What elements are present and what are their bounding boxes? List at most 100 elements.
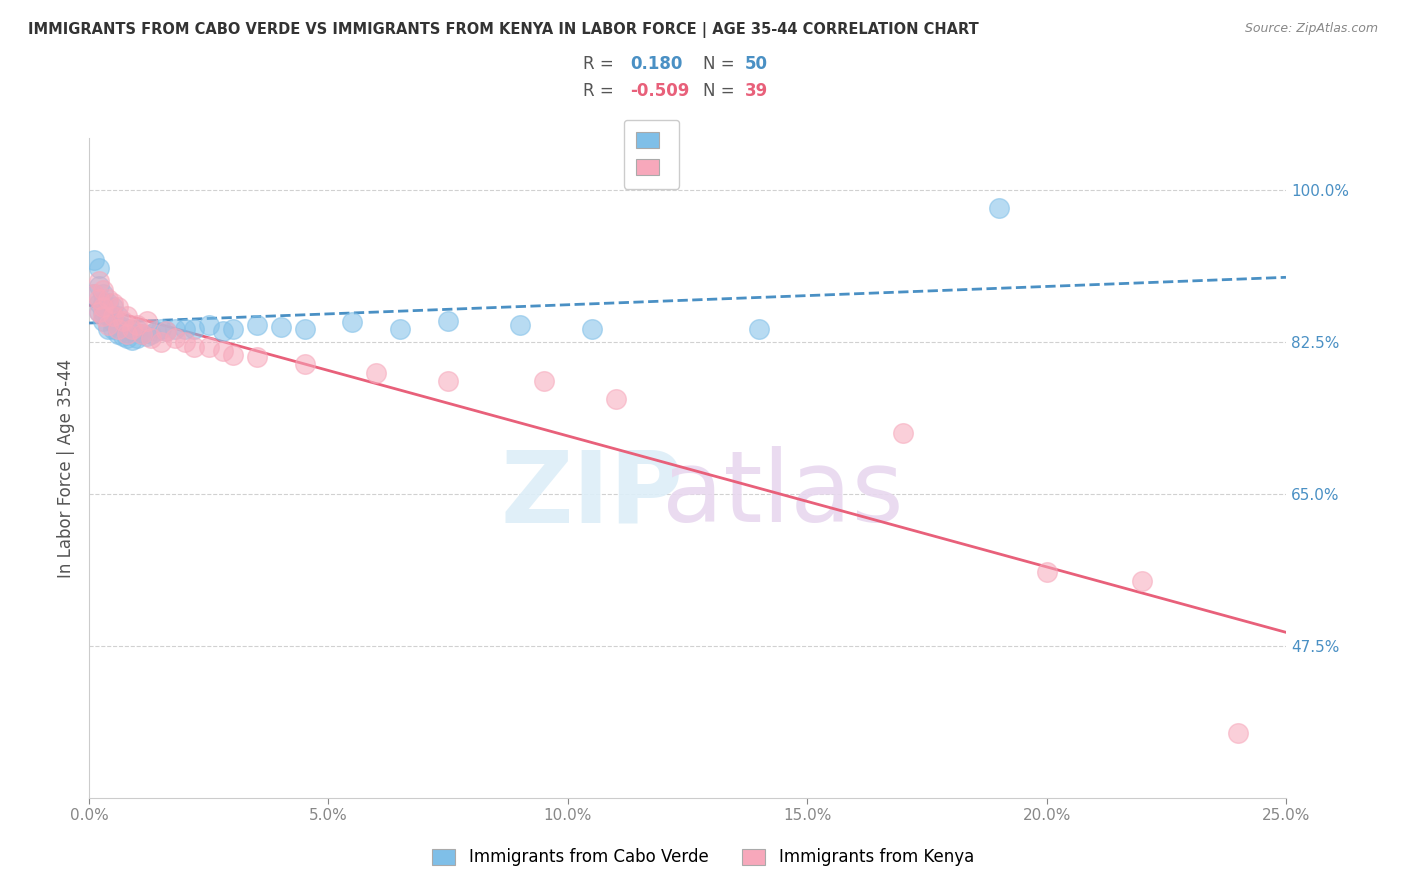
Text: 50: 50 bbox=[745, 55, 768, 73]
Point bbox=[101, 309, 124, 323]
Point bbox=[87, 305, 110, 319]
Point bbox=[93, 313, 115, 327]
Point bbox=[87, 275, 110, 289]
Text: ZIP: ZIP bbox=[501, 446, 683, 543]
Point bbox=[173, 335, 195, 350]
Point bbox=[270, 320, 292, 334]
Point bbox=[246, 350, 269, 364]
Point bbox=[87, 305, 110, 319]
Point bbox=[125, 331, 148, 345]
Point bbox=[183, 340, 205, 354]
Point bbox=[117, 326, 139, 341]
Point bbox=[1227, 726, 1250, 740]
Point bbox=[131, 326, 153, 341]
Point bbox=[93, 296, 115, 310]
Point bbox=[342, 315, 364, 329]
Point bbox=[83, 252, 105, 267]
Point bbox=[437, 313, 460, 327]
Text: R =: R = bbox=[583, 82, 614, 100]
Text: R =: R = bbox=[583, 55, 614, 73]
Text: N =: N = bbox=[703, 82, 734, 100]
Point bbox=[111, 320, 134, 334]
Point bbox=[97, 322, 120, 336]
Point bbox=[93, 309, 115, 323]
Point bbox=[141, 331, 163, 345]
Point bbox=[222, 348, 245, 362]
Point bbox=[212, 324, 235, 338]
Point bbox=[87, 292, 110, 306]
Point bbox=[581, 322, 603, 336]
Point bbox=[197, 340, 219, 354]
Point bbox=[141, 326, 163, 341]
Point bbox=[748, 322, 770, 336]
Text: 39: 39 bbox=[745, 82, 769, 100]
Point bbox=[117, 331, 139, 345]
Point bbox=[165, 331, 187, 345]
Point bbox=[117, 309, 139, 323]
Legend: , : , bbox=[624, 120, 679, 188]
Point bbox=[155, 324, 177, 338]
Point bbox=[509, 318, 531, 332]
Point bbox=[97, 318, 120, 332]
Point bbox=[87, 278, 110, 293]
Point bbox=[111, 329, 134, 343]
Point bbox=[107, 326, 129, 341]
Legend: Immigrants from Cabo Verde, Immigrants from Kenya: Immigrants from Cabo Verde, Immigrants f… bbox=[423, 840, 983, 875]
Point bbox=[533, 374, 555, 388]
Point bbox=[389, 322, 412, 336]
Point bbox=[1130, 574, 1153, 588]
Point bbox=[107, 301, 129, 315]
Point bbox=[125, 322, 148, 336]
Point bbox=[165, 322, 187, 336]
Point bbox=[135, 329, 157, 343]
Point bbox=[1035, 566, 1057, 580]
Y-axis label: In Labor Force | Age 35-44: In Labor Force | Age 35-44 bbox=[58, 359, 75, 578]
Point bbox=[135, 313, 157, 327]
Point bbox=[83, 287, 105, 301]
Point bbox=[101, 309, 124, 323]
Point bbox=[366, 366, 388, 380]
Point bbox=[107, 318, 129, 332]
Point bbox=[605, 392, 627, 406]
Text: Source: ZipAtlas.com: Source: ZipAtlas.com bbox=[1244, 22, 1378, 36]
Text: 0.180: 0.180 bbox=[630, 55, 682, 73]
Point bbox=[212, 343, 235, 358]
Point bbox=[121, 322, 143, 336]
Point bbox=[93, 287, 115, 301]
Point bbox=[294, 357, 316, 371]
Point bbox=[83, 287, 105, 301]
Point bbox=[222, 322, 245, 336]
Point bbox=[246, 318, 269, 332]
Point bbox=[131, 326, 153, 341]
Point bbox=[121, 324, 143, 338]
Point bbox=[93, 301, 115, 315]
Point bbox=[101, 296, 124, 310]
Point bbox=[121, 333, 143, 347]
Point bbox=[149, 335, 172, 350]
Point bbox=[87, 261, 110, 276]
Text: atlas: atlas bbox=[662, 446, 904, 543]
Point bbox=[101, 301, 124, 315]
Text: IMMIGRANTS FROM CABO VERDE VS IMMIGRANTS FROM KENYA IN LABOR FORCE | AGE 35-44 C: IMMIGRANTS FROM CABO VERDE VS IMMIGRANTS… bbox=[28, 22, 979, 38]
Text: -0.509: -0.509 bbox=[630, 82, 689, 100]
Point bbox=[145, 324, 167, 338]
Point bbox=[183, 322, 205, 336]
Point bbox=[107, 322, 129, 336]
Point bbox=[111, 313, 134, 327]
Point bbox=[101, 315, 124, 329]
Point bbox=[93, 305, 115, 319]
Point bbox=[117, 322, 139, 336]
Text: N =: N = bbox=[703, 55, 734, 73]
Point bbox=[125, 318, 148, 332]
Point bbox=[149, 322, 172, 336]
Point bbox=[87, 296, 110, 310]
Point bbox=[891, 426, 914, 441]
Point bbox=[101, 322, 124, 336]
Point bbox=[155, 324, 177, 338]
Point bbox=[93, 283, 115, 297]
Point bbox=[97, 309, 120, 323]
Point bbox=[437, 374, 460, 388]
Point bbox=[97, 296, 120, 310]
Point bbox=[987, 201, 1010, 215]
Point bbox=[294, 322, 316, 336]
